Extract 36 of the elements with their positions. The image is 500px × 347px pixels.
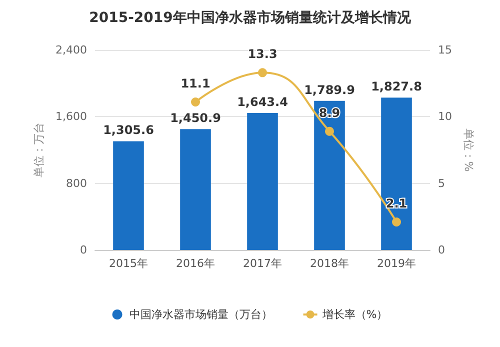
y2-tick-label: 5 — [438, 176, 445, 190]
bar — [247, 113, 278, 250]
y-tick-label: 2,400 — [56, 44, 87, 56]
y-tick-label: 1,600 — [56, 110, 87, 124]
legend-label: 增长率（%） — [321, 308, 388, 321]
data-label: 1,789.9 — [304, 82, 355, 97]
point — [191, 98, 200, 106]
x-tick-label: 2018年 — [310, 257, 349, 270]
data-label: 2.1 — [386, 196, 408, 210]
data-label: 8.9 — [318, 106, 340, 120]
data-label: 1,450.9 — [170, 111, 221, 126]
point — [325, 126, 334, 136]
point — [258, 68, 267, 78]
y2-axis-title: 单位：% — [462, 128, 475, 172]
data-label: 1,305.6 — [103, 123, 154, 138]
y-tick-label: 0 — [80, 244, 87, 256]
y-axis-title: 单位：万台 — [32, 122, 46, 178]
y-tick-label: 800 — [66, 176, 87, 190]
x-tick-label: 2017年 — [243, 257, 282, 270]
chart-title: 2015-2019年中国净水器市场销量统计及增长情况 — [89, 9, 412, 26]
x-tick-label: 2019年 — [377, 257, 416, 270]
bar — [314, 100, 345, 250]
point — [392, 218, 401, 226]
y2-tick-label: 15 — [438, 44, 452, 56]
data-label: 13.3 — [248, 47, 278, 62]
y2-tick-label: 10 — [438, 110, 452, 124]
data-label: 1,643.4 — [237, 95, 288, 110]
bar — [180, 129, 211, 250]
data-label: 11.1 — [180, 76, 210, 90]
x-tick-label: 2016年 — [176, 257, 215, 270]
y2-tick-label: 0 — [438, 244, 445, 256]
bar — [381, 98, 412, 250]
bar — [113, 141, 144, 250]
data-label: 1,827.8 — [371, 80, 422, 94]
x-tick-label: 2015年 — [109, 257, 148, 270]
legend-label: 中国净水器市场销量（万台） — [129, 308, 272, 321]
